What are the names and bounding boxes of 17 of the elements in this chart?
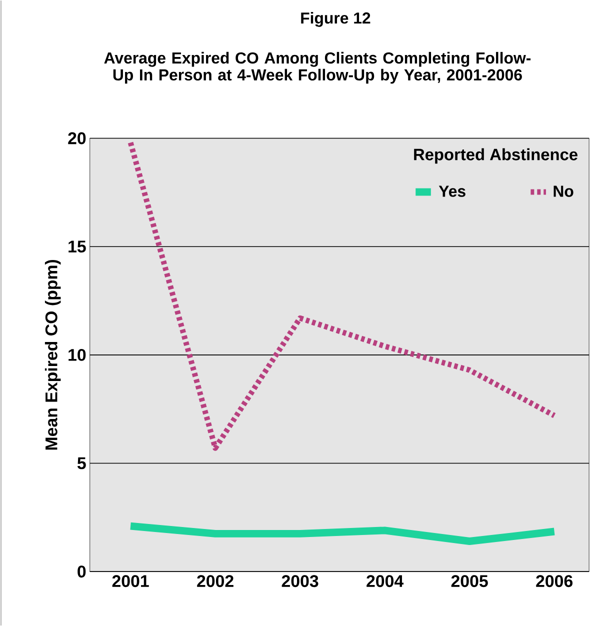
chart-subtitle: Average Expired CO Among Clients Completing Follow-Up In Person at 4-Week Follow-Up by Year, 2001-2006 <box>104 52 531 84</box>
x-tick-label: 2003 <box>282 575 318 588</box>
y-tick-label: 10 <box>68 348 86 361</box>
y-tick-label: 20 <box>68 132 86 144</box>
y-tick-label: 5 <box>77 457 86 470</box>
y-tick-label: 15 <box>68 240 86 253</box>
chart-title: Figure 12 <box>301 12 370 27</box>
y-tick-label: 0 <box>78 566 86 578</box>
legend-label: Yes <box>438 186 466 197</box>
x-tick-label: 2002 <box>197 575 234 588</box>
x-tick-label: 2001 <box>112 575 149 588</box>
legend-label: No <box>554 186 574 197</box>
x-tick-label: 2004 <box>366 575 404 588</box>
y-axis-title: Mean Expired CO (ppm) <box>44 260 61 450</box>
x-tick-label: 2006 <box>536 575 572 588</box>
x-tick-label: 2005 <box>451 575 488 588</box>
legend-title: Reported Abstinence <box>414 148 578 164</box>
